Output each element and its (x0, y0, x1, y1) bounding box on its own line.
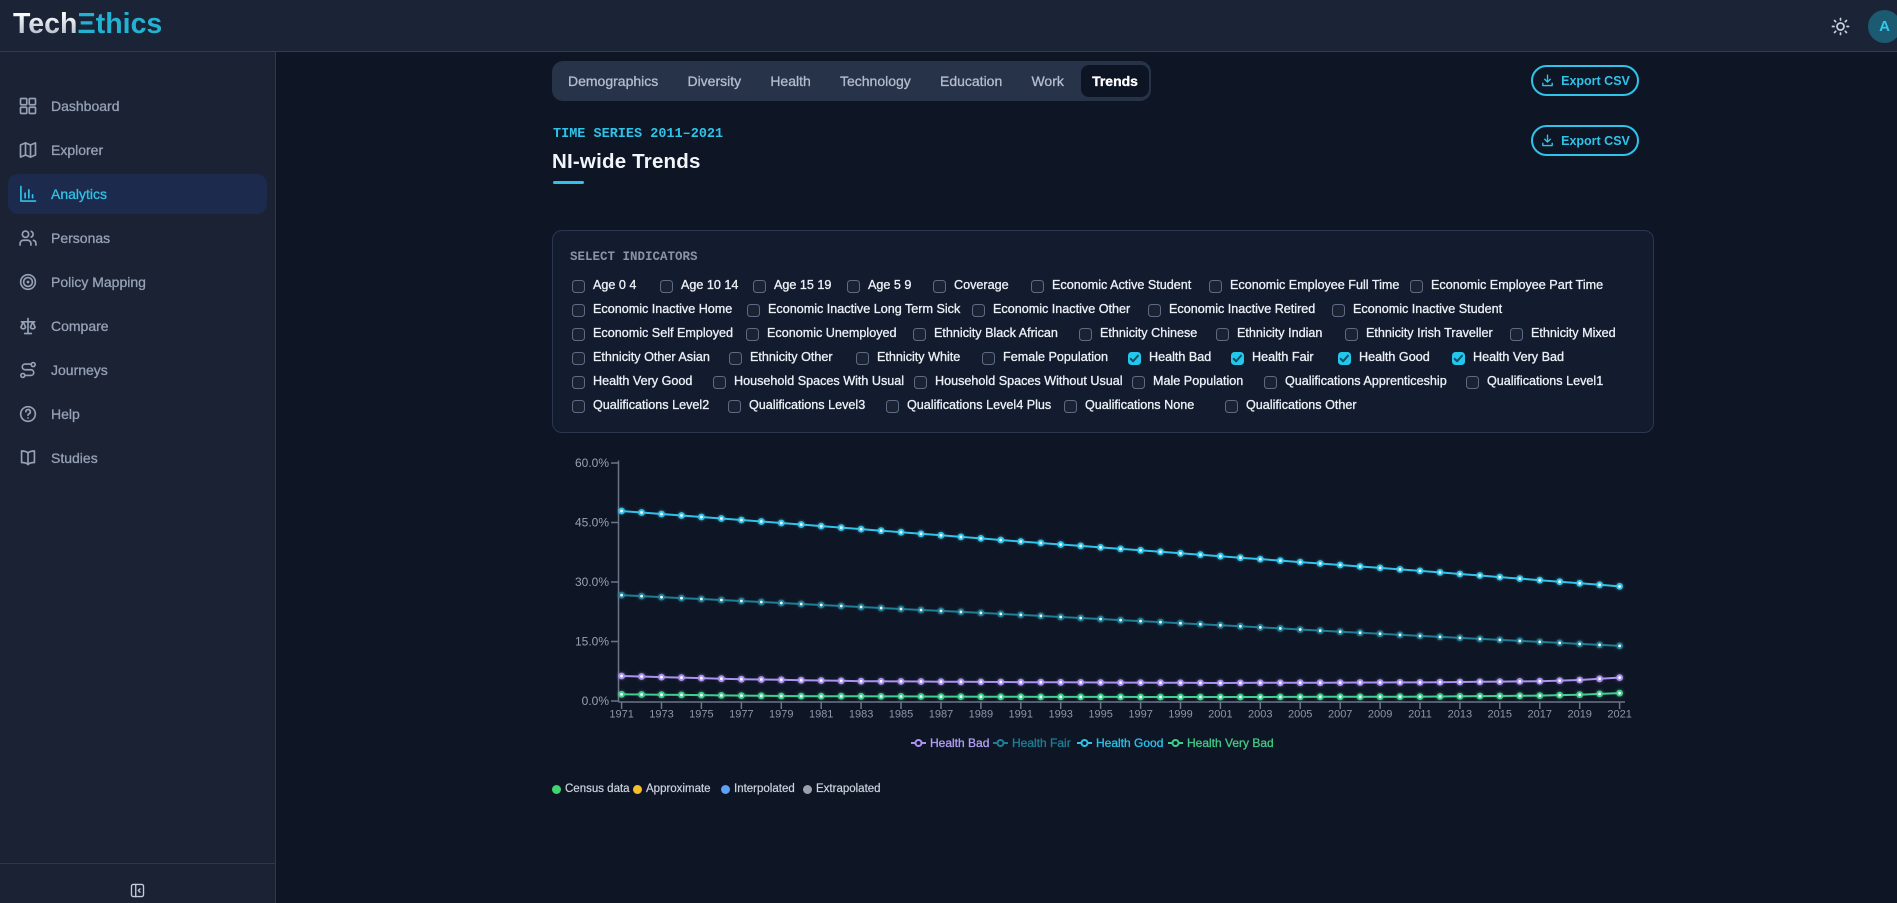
svg-text:1993: 1993 (1048, 709, 1072, 721)
svg-text:1975: 1975 (689, 709, 713, 721)
svg-text:2017: 2017 (1528, 709, 1552, 721)
svg-text:30.0%: 30.0% (575, 575, 609, 589)
svg-text:1979: 1979 (769, 709, 793, 721)
svg-text:2001: 2001 (1208, 709, 1232, 721)
svg-text:2009: 2009 (1368, 709, 1392, 721)
svg-text:2015: 2015 (1488, 709, 1512, 721)
svg-text:1977: 1977 (729, 709, 753, 721)
svg-text:1983: 1983 (849, 709, 873, 721)
svg-text:2005: 2005 (1288, 709, 1312, 721)
svg-text:0.0%: 0.0% (582, 694, 610, 708)
svg-text:1997: 1997 (1128, 709, 1152, 721)
svg-text:2003: 2003 (1248, 709, 1272, 721)
svg-text:1999: 1999 (1168, 709, 1192, 721)
svg-text:1971: 1971 (609, 709, 633, 721)
svg-text:1973: 1973 (649, 709, 673, 721)
svg-text:1985: 1985 (889, 709, 913, 721)
svg-text:2007: 2007 (1328, 709, 1352, 721)
svg-text:1991: 1991 (1009, 709, 1033, 721)
svg-text:2013: 2013 (1448, 709, 1472, 721)
svg-text:1989: 1989 (969, 709, 993, 721)
svg-text:2021: 2021 (1607, 709, 1631, 721)
svg-text:1987: 1987 (929, 709, 953, 721)
svg-text:2019: 2019 (1567, 709, 1591, 721)
svg-text:1995: 1995 (1088, 709, 1112, 721)
svg-text:15.0%: 15.0% (575, 635, 609, 649)
svg-text:45.0%: 45.0% (575, 516, 609, 530)
svg-text:1981: 1981 (809, 709, 833, 721)
svg-text:2011: 2011 (1408, 709, 1432, 721)
svg-text:60.0%: 60.0% (575, 456, 609, 470)
